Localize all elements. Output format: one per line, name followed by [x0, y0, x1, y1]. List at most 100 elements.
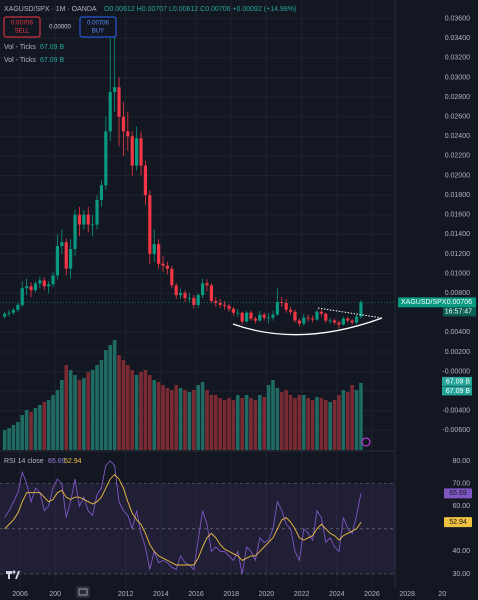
volume-bar — [187, 392, 192, 450]
volume-bar — [350, 385, 354, 450]
y-tick-label: 0.02400 — [445, 133, 470, 140]
volume-bar — [46, 400, 51, 450]
volume-bar — [209, 395, 214, 450]
candle-body — [33, 283, 38, 291]
volume-badge-label: 67.09 B — [446, 388, 470, 395]
volume-bar — [117, 355, 121, 450]
volume-bar — [24, 410, 29, 450]
volume-bar — [257, 395, 262, 450]
volume-bar — [148, 375, 152, 450]
candle-body — [64, 242, 68, 269]
price-badge-symbol: XAGUSD/SPX — [401, 299, 447, 306]
volume-bar — [104, 350, 108, 450]
volume-pane — [2, 340, 363, 450]
volume-bar — [60, 380, 64, 450]
volume-bar — [86, 372, 91, 450]
candle-body — [130, 136, 134, 166]
volume-bar — [235, 395, 240, 450]
volume-bar — [306, 398, 310, 450]
candle-body — [346, 318, 350, 321]
y-tick-label: 0.02600 — [445, 114, 470, 121]
y-tick-label: 0.00200 — [445, 349, 470, 356]
volume-bar — [174, 385, 179, 450]
x-tick-label: 2012 — [118, 591, 134, 598]
candle-body — [148, 195, 152, 254]
x-tick-label: 2006 — [12, 591, 28, 598]
candle-body — [315, 311, 319, 320]
candle-body — [104, 131, 108, 186]
volume-bar — [82, 378, 86, 450]
volume-bar — [196, 385, 201, 450]
volume-bar — [156, 382, 161, 450]
candle-body — [201, 283, 205, 296]
candle-body — [253, 318, 257, 321]
volume-bar — [126, 365, 130, 450]
time-axis-labels: 2006 200 2012 2014 2016 2018 2020 2022 2024 2026 2… — [12, 591, 446, 598]
candle-body — [337, 322, 341, 325]
volume-bar — [337, 395, 341, 450]
x-tick-label: 20 — [438, 591, 446, 598]
rsi-title: RSI 14 close — [4, 458, 44, 465]
volume-bar — [319, 398, 324, 450]
volume-bar — [73, 375, 77, 450]
candle-body — [205, 283, 209, 286]
volume-bar — [323, 400, 328, 450]
candle-body — [275, 301, 279, 315]
volume-badge — [442, 386, 472, 396]
x-tick-label: 2014 — [153, 591, 169, 598]
candle-body — [126, 131, 130, 137]
volume-bar — [341, 390, 346, 450]
y-tick-label: 0.03400 — [445, 35, 470, 42]
buy-label: BUY — [92, 29, 104, 35]
volume-bar — [227, 398, 231, 450]
sell-button[interactable] — [3, 16, 41, 38]
buy-button[interactable] — [79, 16, 117, 38]
volume-bar — [284, 390, 288, 450]
candle-body — [310, 318, 315, 320]
price-badge-value: 0.00706 — [447, 299, 472, 306]
candle-body — [359, 302, 363, 317]
volume-bar — [33, 408, 38, 450]
rsi-badge — [444, 488, 472, 499]
candle-body — [113, 87, 117, 93]
x-tick-label: 2018 — [223, 591, 239, 598]
volume-legend: Vol - Ticks — [4, 57, 36, 64]
candle-body — [222, 304, 227, 306]
candle-body — [117, 87, 121, 117]
candle-body — [192, 298, 196, 305]
candle-body — [29, 286, 33, 291]
volume-bar — [275, 388, 280, 450]
volume-bar — [170, 390, 174, 450]
volume-legend-value: 67.09 B — [40, 44, 64, 51]
candle-body — [350, 320, 354, 323]
candle-body — [73, 214, 77, 250]
candle-body — [174, 285, 178, 296]
candle-body — [266, 317, 271, 319]
event-marker[interactable] — [361, 437, 371, 447]
volume-bar — [108, 345, 113, 450]
candle-body — [324, 313, 328, 321]
candle-body — [227, 305, 231, 309]
candle-body — [293, 311, 297, 321]
rsi-tick-label: 70.00 — [452, 480, 470, 487]
volume-bar — [183, 390, 187, 450]
volume-bar — [359, 382, 363, 450]
volume-bar — [161, 385, 165, 450]
volume-bar — [266, 385, 271, 450]
volume-bar — [178, 388, 183, 450]
screenshot-icon[interactable] — [76, 586, 90, 598]
x-tick-label: 200 — [49, 591, 61, 598]
rsi-pane — [0, 460, 395, 575]
volume-legend-value: 67.09 B — [40, 57, 64, 64]
candle-body — [231, 308, 235, 313]
y-tick-label: 0.01000 — [445, 270, 470, 277]
candle-body — [328, 320, 332, 322]
candle-body — [16, 304, 20, 310]
candle-body — [143, 165, 148, 196]
volume-bar — [139, 372, 143, 450]
volume-bar — [218, 398, 222, 450]
candle-body — [187, 298, 192, 299]
candle-body — [240, 312, 244, 322]
